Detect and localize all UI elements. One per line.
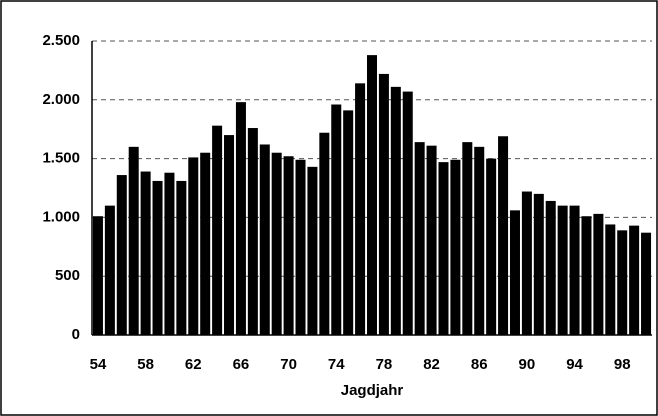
bar [617, 230, 628, 335]
bar [259, 144, 270, 335]
bar [128, 146, 139, 335]
x-tick-label: 62 [185, 356, 202, 373]
bar [569, 205, 580, 335]
bar [307, 166, 318, 335]
bar [283, 156, 294, 335]
bar [509, 210, 520, 335]
bar [366, 55, 378, 335]
x-tick-label: 58 [137, 356, 154, 373]
bar [164, 172, 175, 335]
x-tick-label: 98 [614, 356, 631, 373]
bar [271, 152, 282, 335]
y-tick-label: 0 [72, 326, 80, 343]
bar [438, 162, 449, 335]
x-tick-label: 66 [233, 356, 250, 373]
x-tick-label: 90 [519, 356, 536, 373]
bar [474, 146, 485, 335]
bar [641, 232, 652, 335]
bar [92, 216, 103, 335]
bar [450, 159, 461, 335]
x-tick-label: 94 [566, 356, 583, 373]
bar [212, 125, 223, 335]
y-tick-label: 500 [55, 267, 80, 284]
bar [188, 157, 199, 335]
bar [390, 86, 401, 335]
bar [557, 205, 568, 335]
bar [521, 191, 532, 335]
bar [224, 135, 235, 335]
bar [331, 104, 342, 335]
x-tick-label: 54 [90, 356, 107, 373]
bar [247, 128, 258, 335]
bar [498, 136, 509, 335]
bar [104, 205, 115, 335]
bar [116, 175, 127, 335]
bar [355, 83, 366, 335]
x-tick-label: 82 [423, 356, 440, 373]
bar [533, 193, 544, 335]
x-tick-label: 86 [471, 356, 488, 373]
bar [378, 73, 389, 335]
bar [235, 102, 246, 335]
bar [462, 142, 473, 335]
y-tick-label: 1.000 [42, 208, 80, 225]
bar [176, 180, 187, 335]
bar [426, 145, 437, 335]
bar [140, 171, 151, 335]
y-tick-label: 1.500 [42, 150, 80, 167]
bar [402, 91, 413, 336]
x-tick-label: 74 [328, 356, 345, 373]
bar [319, 132, 330, 335]
bar [593, 213, 604, 335]
bar [343, 110, 354, 335]
y-tick-label: 2.500 [42, 32, 80, 49]
bar [581, 216, 592, 335]
bar [414, 142, 425, 335]
bar [152, 180, 163, 335]
x-tick-label: 70 [280, 356, 297, 373]
y-tick-label: 2.000 [42, 91, 80, 108]
bar [486, 158, 497, 335]
bar [545, 200, 556, 335]
x-tick-label: 78 [376, 356, 393, 373]
bar [605, 224, 616, 335]
bar [295, 159, 306, 335]
x-axis-title: Jagdjahr [341, 382, 404, 399]
bar [629, 225, 640, 335]
bar [200, 152, 211, 335]
